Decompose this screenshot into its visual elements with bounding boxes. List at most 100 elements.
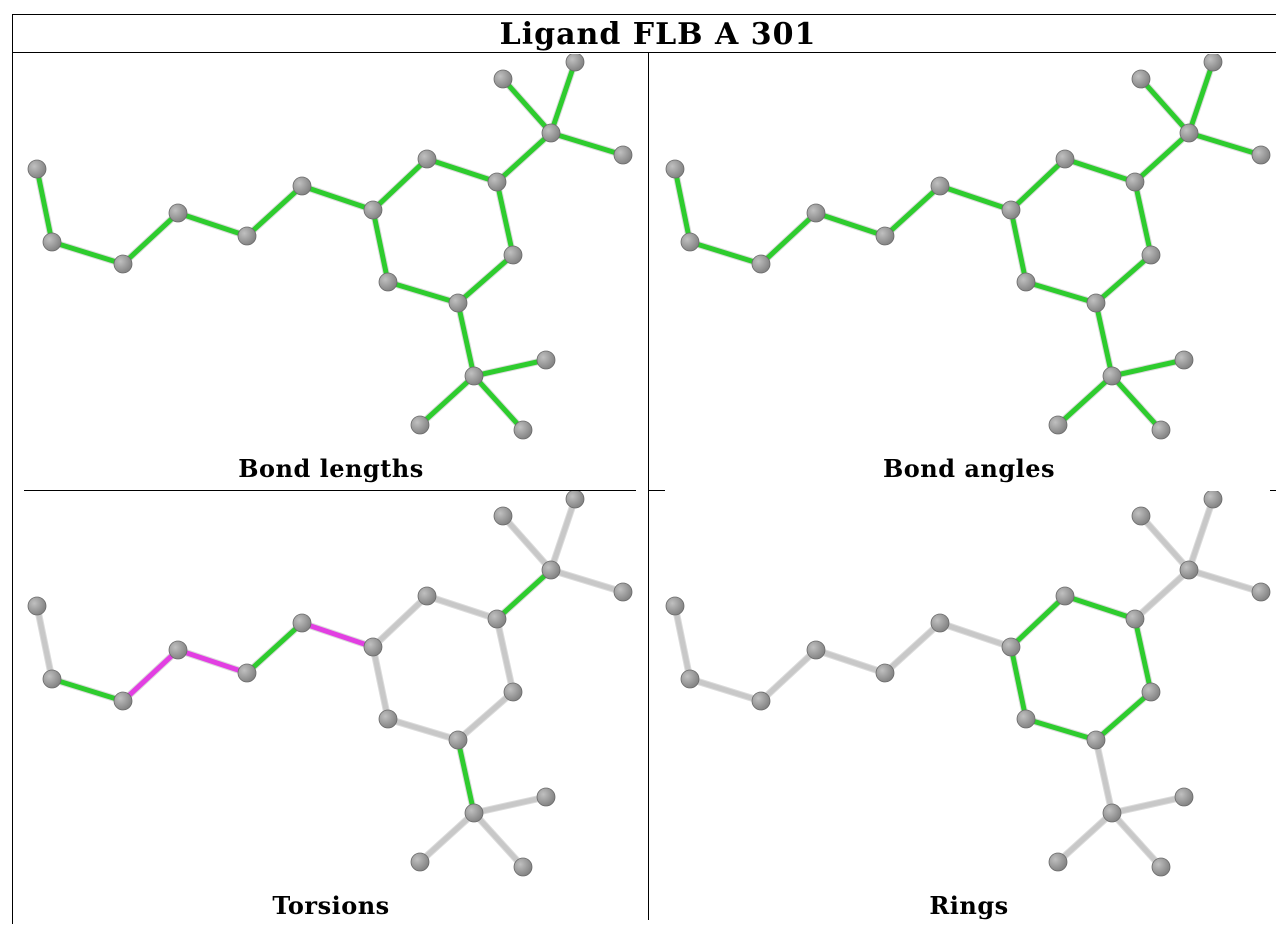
bond: [1186, 496, 1216, 573]
bond: [34, 603, 55, 682]
bond: [548, 567, 626, 595]
atom: [665, 159, 685, 179]
atom: [493, 69, 513, 89]
horizontal-divider-right-end: [1270, 490, 1276, 491]
atom: [751, 691, 771, 711]
bond: [1062, 593, 1138, 622]
bond: [1093, 737, 1115, 816]
atom: [27, 159, 47, 179]
atom: [1141, 245, 1161, 265]
bond: [1186, 130, 1264, 158]
atom: [1048, 415, 1068, 435]
bond: [1093, 689, 1154, 743]
atom: [1131, 506, 1151, 526]
bond: [1132, 567, 1192, 622]
atom: [1086, 730, 1106, 750]
bond: [370, 156, 430, 213]
bond: [1023, 279, 1099, 306]
bond: [370, 644, 391, 722]
atom: [613, 582, 633, 602]
atom: [168, 203, 188, 223]
bond: [672, 166, 693, 245]
bond: [1055, 373, 1115, 428]
bond: [1132, 130, 1192, 185]
bond: [500, 513, 554, 573]
atom: [1251, 145, 1271, 165]
atom: [493, 506, 513, 526]
bond: [1008, 207, 1029, 285]
bond: [548, 59, 578, 136]
atom: [536, 350, 556, 370]
bond: [1138, 76, 1192, 136]
atom: [378, 709, 398, 729]
atom: [1251, 582, 1271, 602]
atom: [1001, 200, 1021, 220]
horizontal-divider-left: [24, 490, 636, 491]
bond: [299, 620, 376, 650]
bond: [1008, 593, 1068, 650]
bond: [1109, 373, 1164, 433]
bond: [1109, 357, 1187, 379]
bond: [244, 620, 305, 676]
atom: [1102, 366, 1122, 386]
atom: [1086, 293, 1106, 313]
panel-bond-lengths: Bond lengths: [13, 54, 649, 491]
bond: [813, 647, 888, 676]
bond: [672, 603, 693, 682]
atom: [680, 669, 700, 689]
bond: [548, 130, 626, 158]
bond: [882, 620, 943, 676]
atom: [113, 254, 133, 274]
bond: [299, 183, 376, 213]
atom: [565, 491, 585, 509]
bond: [937, 183, 1014, 213]
atom: [503, 682, 523, 702]
atom: [292, 176, 312, 196]
bond: [1132, 616, 1154, 695]
atom: [751, 254, 771, 274]
bond: [471, 794, 549, 816]
bond: [758, 210, 819, 267]
bond: [175, 647, 250, 676]
atom: [417, 149, 437, 169]
atom: [487, 172, 507, 192]
bond: [758, 647, 819, 704]
atom: [1203, 491, 1223, 509]
bond: [455, 252, 516, 306]
atom: [237, 663, 257, 683]
molecule-torsions: [27, 491, 633, 877]
atom: [1001, 637, 1021, 657]
bond: [455, 689, 516, 743]
panel-torsions: Torsions: [13, 491, 649, 928]
atom: [665, 596, 685, 616]
atom: [42, 669, 62, 689]
atom: [113, 691, 133, 711]
atom: [503, 245, 523, 265]
figure-frame: [12, 14, 1276, 924]
bond: [455, 300, 477, 379]
bond: [34, 166, 55, 245]
bond: [937, 620, 1014, 650]
atom: [1125, 172, 1145, 192]
atom: [27, 596, 47, 616]
bond: [1055, 810, 1115, 865]
panel-label-bond-angles: Bond angles: [882, 454, 1056, 483]
atom: [363, 637, 383, 657]
atom: [613, 145, 633, 165]
bond: [687, 239, 764, 267]
bond: [1093, 300, 1115, 379]
atom: [237, 226, 257, 246]
bond: [1008, 644, 1029, 722]
bond: [120, 647, 181, 704]
atom: [448, 293, 468, 313]
atom: [1125, 609, 1145, 629]
atom: [930, 176, 950, 196]
atom: [806, 203, 826, 223]
atom: [1048, 852, 1068, 872]
molecule-rings: [665, 491, 1271, 877]
molecule-bond-lengths: [27, 54, 633, 440]
atom: [1179, 123, 1199, 143]
bond: [687, 676, 764, 704]
atom: [464, 366, 484, 386]
atom: [363, 200, 383, 220]
